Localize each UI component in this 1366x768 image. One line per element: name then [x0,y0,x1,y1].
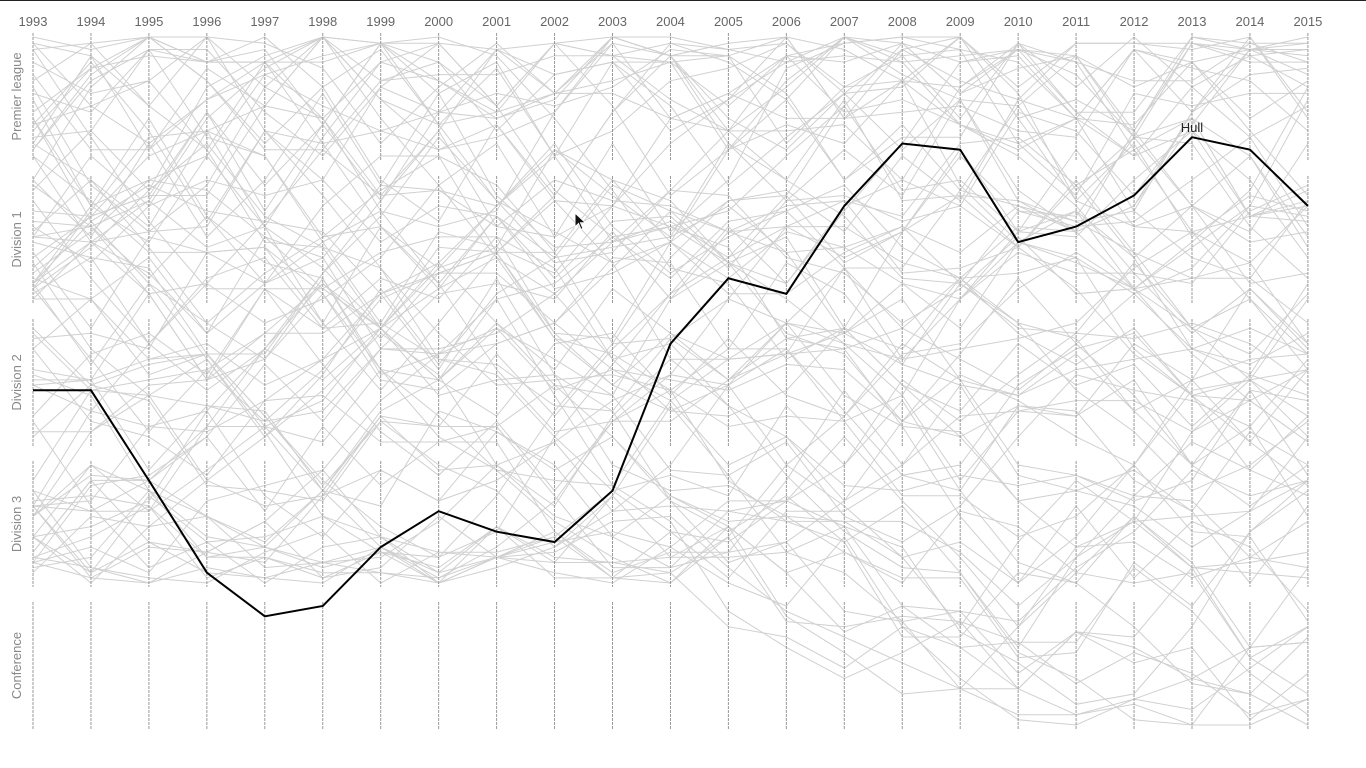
year-tick-label: 2008 [888,14,917,29]
year-tick-label: 1995 [134,14,163,29]
year-tick-label: 2006 [772,14,801,29]
background-team-line [32,36,1309,345]
background-team-line [32,36,1308,238]
background-team-line [32,36,1309,258]
background-team-line [32,215,1309,564]
year-tick-label: 2010 [1004,14,1033,29]
division-label: Conference [9,632,24,699]
year-tick-label: 1997 [250,14,279,29]
year-tick-label: 2002 [540,14,569,29]
top-rule [0,0,1366,1]
background-team-line [32,142,1309,476]
year-tick-label: 2003 [598,14,627,29]
chart-labels: 1993 1994 1995 1996 1997 1998 1999 2000 2001 2002… [9,14,1322,699]
year-tick-label: 2007 [830,14,859,29]
year-tick-label: 1994 [76,14,105,29]
background-team-line [33,287,1309,584]
year-tick-label: 1996 [192,14,221,29]
year-tick-label: 2004 [656,14,685,29]
year-tick-label: 2012 [1120,14,1149,29]
year-tick-label: 2014 [1235,14,1264,29]
year-tick-label: 2000 [424,14,453,29]
year-tick-label: 2005 [714,14,743,29]
year-tick-label: 1999 [366,14,395,29]
year-tick-label: 2009 [946,14,975,29]
division-label: Division 1 [9,211,24,267]
year-tick-label: 2013 [1178,14,1207,29]
year-axes [32,33,1309,729]
mouse-pointer-icon [574,212,587,231]
division-label: Division 2 [9,354,24,410]
year-tick-label: 1998 [308,14,337,29]
year-tick-label: 2011 [1062,14,1090,29]
year-tick-label: 1993 [19,14,48,29]
background-team-line [32,111,1309,502]
division-label: Premier league [9,52,24,140]
division-label: Division 3 [9,496,24,552]
year-tick-label: 2015 [1293,14,1322,29]
year-tick-label: 2001 [482,14,511,29]
highlight-series-line[interactable] [33,136,1309,618]
background-team-line [32,343,1308,574]
highlight-team-label: Hull [1181,120,1204,135]
background-team-line [32,505,1309,695]
highlight-team-line [33,136,1309,618]
background-team-line [32,515,1309,726]
